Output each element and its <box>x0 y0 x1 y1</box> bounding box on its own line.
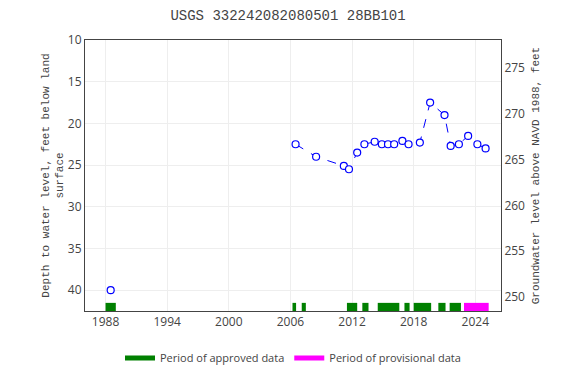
svg-text:15: 15 <box>68 73 82 90</box>
svg-text:Period of approved data: Period of approved data <box>160 350 284 365</box>
svg-text:2006: 2006 <box>277 313 305 330</box>
svg-text:20: 20 <box>68 115 82 132</box>
svg-text:1994: 1994 <box>153 313 181 330</box>
svg-text:265: 265 <box>504 151 525 168</box>
svg-text:Period of provisional data: Period of provisional data <box>329 350 461 365</box>
svg-text:1988: 1988 <box>92 313 120 330</box>
svg-text:255: 255 <box>504 242 525 259</box>
svg-text:2024: 2024 <box>462 313 490 330</box>
svg-text:40: 40 <box>68 281 82 298</box>
svg-text:2018: 2018 <box>400 313 428 330</box>
svg-text:10: 10 <box>68 31 82 48</box>
svg-text:270: 270 <box>504 105 525 122</box>
svg-text:Depth to water level, feet bel: Depth to water level, feet below landsur… <box>40 53 66 297</box>
svg-text:2012: 2012 <box>338 313 366 330</box>
svg-text:25: 25 <box>68 156 82 173</box>
svg-text:260: 260 <box>504 197 525 214</box>
svg-text:USGS 332242082080501 28BB101: USGS 332242082080501 28BB101 <box>170 8 405 24</box>
svg-text:275: 275 <box>504 59 525 76</box>
svg-text:2000: 2000 <box>215 313 243 330</box>
svg-text:Groundwater level above NAVD 1: Groundwater level above NAVD 1988, feet <box>530 47 542 304</box>
svg-text:35: 35 <box>68 240 82 257</box>
svg-text:250: 250 <box>504 288 525 305</box>
svg-text:30: 30 <box>68 198 82 215</box>
